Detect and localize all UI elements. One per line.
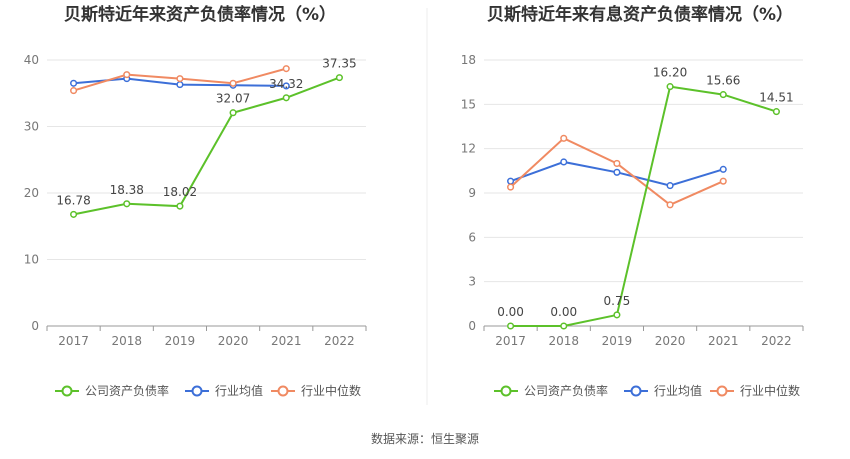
- x-tick-label: 2019: [602, 334, 633, 348]
- data-label: 34.32: [269, 77, 303, 91]
- y-tick-label: 3: [468, 275, 476, 289]
- x-tick-label: 2019: [165, 334, 196, 348]
- data-point-industry_median: [176, 75, 184, 83]
- data-label: 0.00: [550, 305, 577, 319]
- legend-label: 公司资产负债率: [524, 383, 608, 398]
- data-point-company: [507, 322, 515, 330]
- data-point-industry_median: [560, 134, 568, 142]
- chart-total-debt-ratio: 贝斯特近年来资产负债率情况（%） 0 10 20 30 40 2017 2018 2019 202…: [24, 4, 367, 398]
- data-point-company: [335, 74, 343, 82]
- y-tick-label: 15: [461, 97, 476, 111]
- x-tick-label: 2020: [218, 334, 249, 348]
- data-point-company: [772, 108, 780, 116]
- data-label: 0.00: [497, 305, 524, 319]
- data-point-industry_avg: [560, 158, 568, 166]
- legend-item-industry_median[interactable]: 行业中位数: [271, 383, 361, 398]
- data-label: 18.38: [110, 183, 144, 197]
- legend-item-industry_avg[interactable]: 行业均值: [185, 383, 263, 398]
- data-point-industry_avg: [666, 182, 674, 190]
- data-point-company: [70, 210, 78, 218]
- legend-swatch-marker: [277, 385, 289, 397]
- data-point-industry_median: [666, 201, 674, 209]
- y-tick-label: 0: [31, 319, 39, 333]
- data-point-company: [282, 94, 290, 102]
- data-label: 14.51: [759, 91, 793, 105]
- legend-item-industry_median[interactable]: 行业中位数: [710, 383, 800, 398]
- legend-label: 行业均值: [654, 383, 702, 398]
- data-point-industry_median: [613, 159, 621, 167]
- x-tick-label: 2021: [708, 334, 739, 348]
- x-tick-label: 2018: [548, 334, 579, 348]
- data-point-company: [719, 91, 727, 99]
- data-point-company: [176, 202, 184, 210]
- x-tick-label: 2017: [58, 334, 89, 348]
- legend-swatch-marker: [500, 385, 512, 397]
- data-point-company: [123, 200, 131, 208]
- data-point-industry_avg: [282, 82, 290, 90]
- y-tick-label: 6: [468, 230, 476, 244]
- data-point-company: [229, 109, 237, 117]
- chart-title: 贝斯特近年来有息资产负债率情况（%）: [487, 4, 793, 25]
- legend-item-industry_avg[interactable]: 行业均值: [624, 383, 702, 398]
- legend-label: 行业均值: [215, 383, 263, 398]
- data-point-industry_avg: [613, 168, 621, 176]
- chart-title: 贝斯特近年来资产负债率情况（%）: [64, 4, 336, 25]
- data-point-company: [666, 83, 674, 91]
- data-point-industry_avg: [70, 79, 78, 87]
- data-label: 18.02: [163, 185, 197, 199]
- chart-interest-bearing-debt-ratio: 贝斯特近年来有息资产负债率情况（%） 0 3 6 9 12 15 18 2017 2018 2019…: [461, 4, 804, 398]
- data-label: 37.35: [322, 57, 356, 71]
- y-tick-label: 10: [24, 253, 39, 267]
- legend-label: 行业中位数: [301, 383, 361, 398]
- data-point-industry_median: [229, 79, 237, 87]
- data-label: 16.20: [653, 66, 687, 80]
- legend-swatch-marker: [61, 385, 73, 397]
- data-point-company: [613, 311, 621, 319]
- y-tick-label: 18: [461, 53, 476, 67]
- data-point-industry_avg: [176, 81, 184, 89]
- data-point-company: [560, 322, 568, 330]
- y-tick-label: 12: [461, 142, 476, 156]
- y-tick-label: 20: [24, 186, 39, 200]
- y-tick-label: 30: [24, 120, 39, 134]
- data-point-industry_avg: [719, 165, 727, 173]
- data-point-industry_median: [282, 65, 290, 73]
- y-tick-label: 9: [468, 186, 476, 200]
- series-line-company: [510, 85, 777, 327]
- data-point-industry_median: [719, 177, 727, 185]
- data-point-industry_median: [123, 71, 131, 79]
- legend-swatch-marker: [191, 385, 203, 397]
- data-label: 32.07: [216, 92, 250, 106]
- data-point-industry_median: [70, 87, 78, 95]
- data-point-industry_median: [507, 183, 515, 191]
- legend-label: 公司资产负债率: [85, 383, 169, 398]
- legend-label: 行业中位数: [740, 383, 800, 398]
- y-tick-label: 40: [24, 53, 39, 67]
- legend-swatch-marker: [630, 385, 642, 397]
- legend-swatch-marker: [716, 385, 728, 397]
- x-tick-label: 2020: [655, 334, 686, 348]
- legend-item-company[interactable]: 公司资产负债率: [494, 383, 608, 398]
- legend-item-company[interactable]: 公司资产负债率: [55, 383, 169, 398]
- x-tick-label: 2022: [761, 334, 792, 348]
- series-line-company: [73, 76, 340, 216]
- x-tick-label: 2021: [271, 334, 302, 348]
- data-source: 数据来源：恒生聚源: [371, 431, 479, 446]
- y-tick-label: 0: [468, 319, 476, 333]
- data-label: 0.75: [604, 294, 631, 308]
- x-tick-label: 2018: [111, 334, 142, 348]
- data-label: 15.66: [706, 74, 740, 88]
- data-label: 16.78: [56, 193, 90, 207]
- data-point-industry_avg: [507, 177, 515, 185]
- x-tick-label: 2017: [495, 334, 526, 348]
- x-tick-label: 2022: [324, 334, 355, 348]
